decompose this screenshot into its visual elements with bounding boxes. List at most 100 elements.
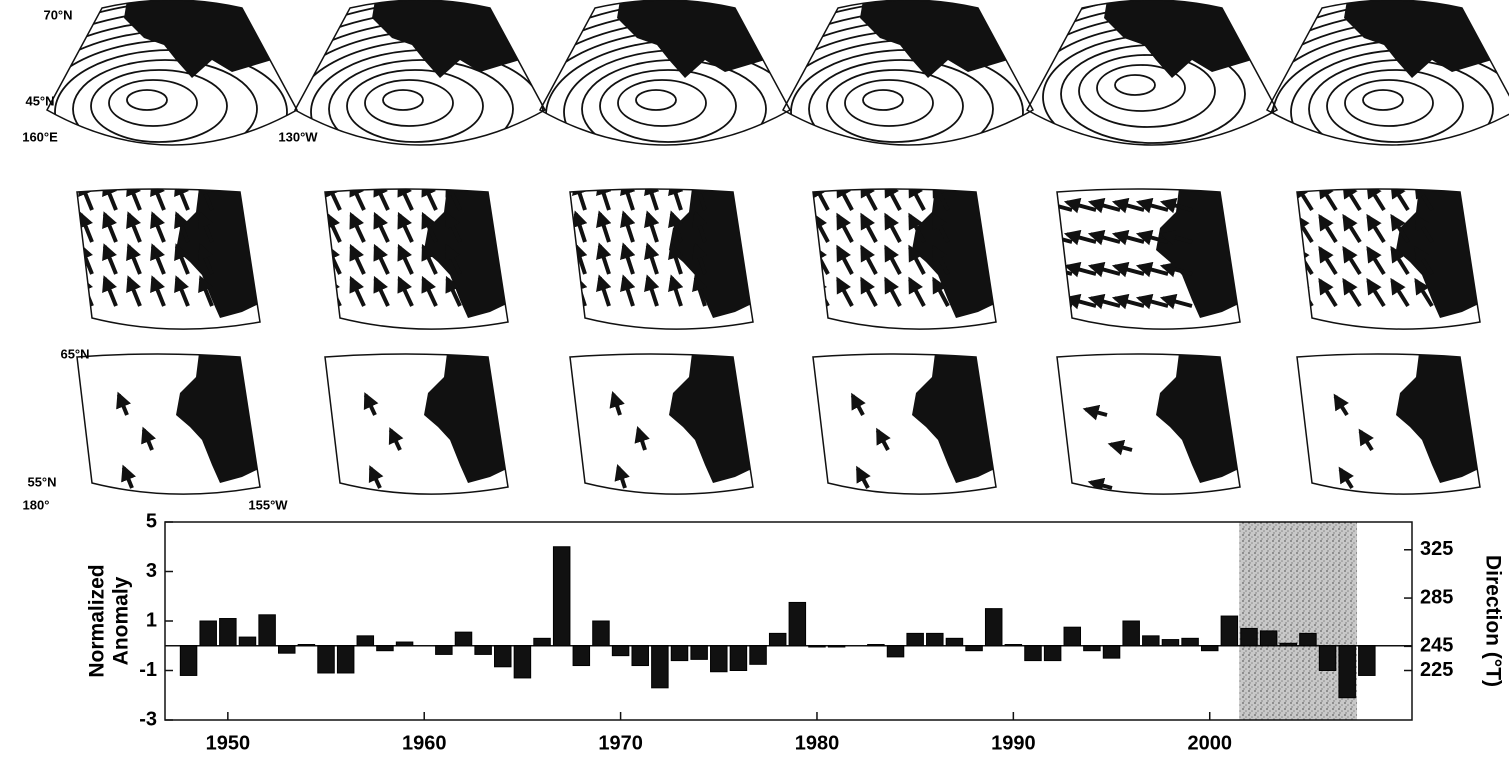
wind-arrow [116,391,131,416]
land [1156,189,1240,318]
wind-map [572,189,753,318]
bar [435,645,453,655]
wind-arrow [150,275,166,307]
bar [827,645,846,648]
bar [690,645,708,660]
bar [238,636,257,647]
land [912,189,996,318]
x-tick-label: 1980 [795,732,840,754]
map-label: 70°N [43,7,72,22]
contour [90,69,228,143]
wind-arrow [150,189,166,211]
wind-arrow [932,276,950,307]
land [176,354,260,483]
wind-arrow [126,211,142,243]
wind-arrow [325,189,342,211]
bar [494,645,512,668]
wind-arrow [884,244,902,275]
y2-tick-label: 285 [1420,586,1453,608]
contour [54,49,288,145]
contour [635,89,677,111]
wind-arrow [78,211,94,243]
contour [328,59,514,145]
highlight-span [1239,522,1358,720]
wind-arrow [1297,213,1314,244]
wind-arrow [349,211,366,243]
land [1104,0,1252,78]
wind-arrow [644,274,660,307]
land [669,354,753,483]
wind-arrow [1390,245,1410,276]
bar [1240,627,1258,647]
wind-arrow [644,189,660,211]
bar [1142,635,1160,647]
wind-arrow [421,275,438,307]
wind-arrow [596,242,612,275]
wind-arrow [174,275,190,307]
wind-arrow [1414,277,1434,308]
wind-arrow [860,189,878,211]
wind-arrow [860,244,878,275]
wind-arrow [349,243,366,275]
contour [1290,49,1509,145]
land [669,189,753,318]
bar [278,645,296,654]
land [1344,0,1492,78]
wind-map [1082,354,1240,494]
wind-arrow [1318,245,1338,276]
bar [552,546,571,647]
wind-arrow [1338,466,1354,490]
land [1396,189,1480,318]
wind-arrow [397,243,414,275]
wind-arrow [102,211,118,243]
wind-arrow [150,243,166,275]
wind-arrow [1159,229,1193,246]
bar [1004,644,1023,647]
wind-arrow [1318,189,1338,212]
map-frame [812,188,997,330]
wind-arrow [572,210,588,243]
map-label: 180° [23,497,50,512]
wind-arrow [1366,189,1386,212]
wind-arrow [836,244,854,275]
bar [376,645,394,652]
wind-arrow [1159,261,1193,278]
map-label: 65°N [60,346,89,361]
y-tick-label: 3 [146,560,157,582]
bar [1318,645,1337,671]
bar [906,632,924,647]
wind-arrow [1082,404,1108,421]
wind-arrow [102,243,118,275]
wind-arrow [1342,213,1362,244]
wind-arrow [644,210,660,243]
land [176,189,260,318]
bar [454,631,473,647]
wind-arrow [373,275,390,307]
wind-arrow [388,427,404,451]
wind-arrow [908,189,926,211]
wind-arrow [325,211,342,243]
wind-arrow [850,392,866,416]
wind-arrow [836,212,854,243]
wind-arrow [373,243,390,275]
wind-arrow [836,189,854,211]
y2-tick-label: 325 [1420,538,1453,560]
bar [867,644,885,647]
map-frame [1025,0,1279,146]
wind-arrow [932,189,950,211]
wind-arrow [668,210,684,243]
wind-arrow [1342,245,1362,276]
contour [808,59,994,145]
wind-arrow [1366,277,1386,308]
wind-arrow [1107,439,1133,456]
wind-arrow [860,276,878,307]
bar [670,645,689,662]
wind-arrow [932,244,950,275]
wind-arrow [349,189,366,211]
contour [47,39,297,145]
wind-arrow [813,189,830,211]
x-tick-label: 1950 [206,732,251,754]
wind-arrow [421,243,438,275]
map-frame [45,0,299,146]
